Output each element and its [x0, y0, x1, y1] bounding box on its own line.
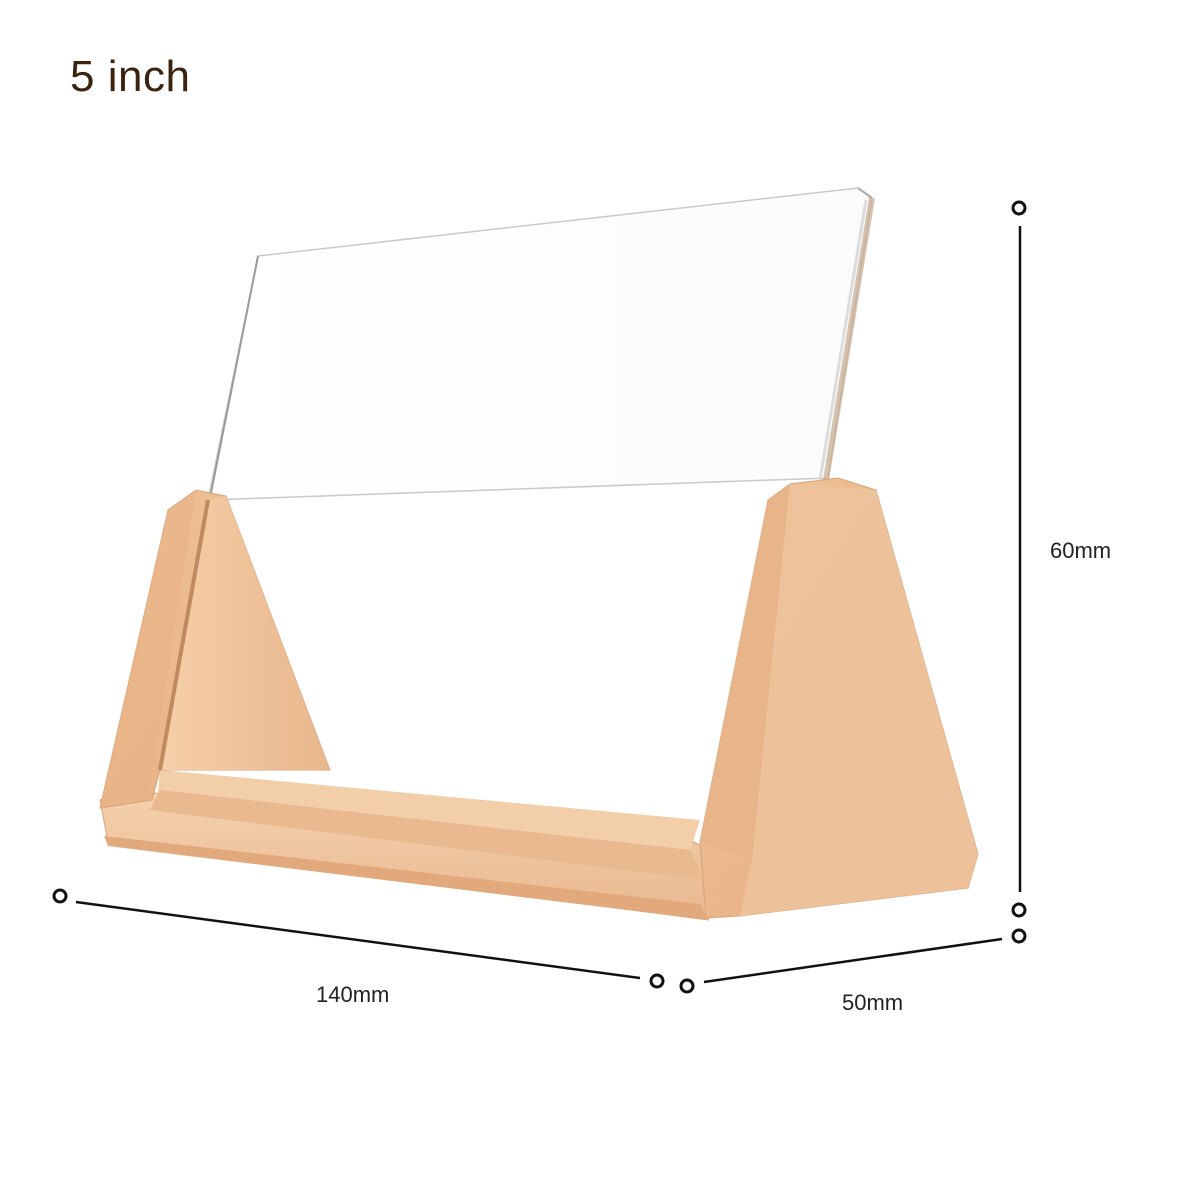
- height-label: 60mm: [1050, 538, 1112, 563]
- height-dimension: [1011, 200, 1027, 918]
- length-end-marker-icon: [649, 973, 665, 989]
- height-bottom-marker-icon: [1011, 902, 1027, 918]
- wooden-base: [99, 477, 979, 921]
- depth-dimension: [679, 928, 1027, 994]
- acrylic-sheet: [207, 187, 875, 501]
- depth-label: 50mm: [842, 990, 904, 1015]
- depth-end-marker-icon: [1011, 928, 1027, 944]
- length-label: 140mm: [316, 982, 390, 1007]
- depth-start-marker-icon: [679, 978, 695, 994]
- height-top-marker-icon: [1011, 200, 1027, 216]
- length-start-marker-icon: [52, 888, 68, 904]
- length-dimension: [52, 888, 665, 989]
- product-size-title: 5 inch: [70, 52, 191, 101]
